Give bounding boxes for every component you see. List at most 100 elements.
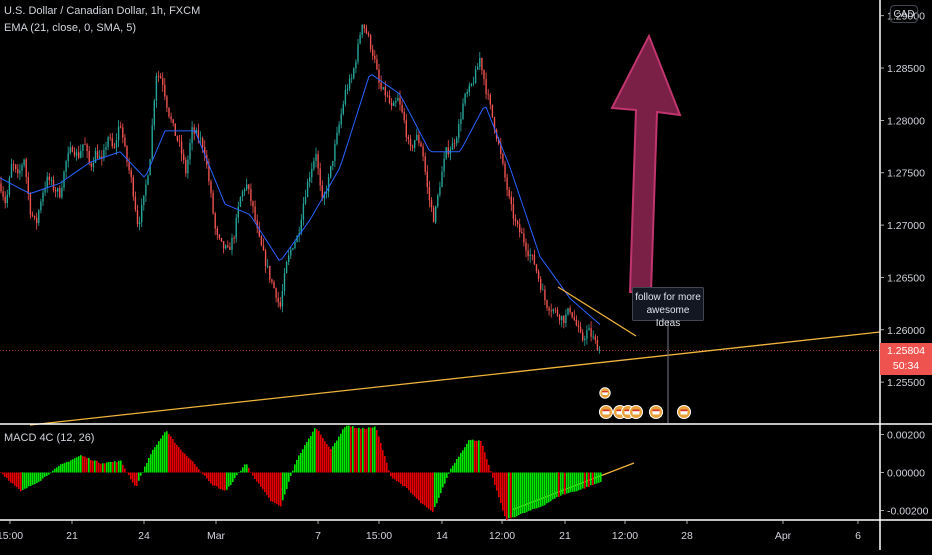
candle-body [596,339,599,351]
macd-bar [42,472,44,479]
macd-tick-label: -0.00200 [887,506,929,518]
macd-bar [370,427,372,473]
macd-bar [220,472,222,490]
resistance-trendline[interactable] [557,286,637,337]
candle-body [588,328,590,331]
candle-body [493,117,496,130]
macd-bar [160,438,162,473]
macd-bar [328,446,330,473]
macd-bar [294,464,296,473]
macd-bar [344,427,346,473]
candle-body [466,92,468,94]
candle-body [558,315,561,321]
candle-body [40,201,42,211]
candle-body [126,146,128,162]
candle-body [48,176,50,181]
macd-bar [390,472,392,477]
annotation-callout[interactable]: follow for more awesome Ideas [632,287,704,329]
candle-body [36,217,38,223]
candle-body [527,250,529,257]
macd-bar [560,472,562,496]
candle-body [189,143,191,160]
candle-body [292,248,294,250]
macd-bar [242,467,244,473]
macd-bar [556,472,558,497]
candle-body [120,126,122,128]
candle-body [361,24,363,35]
candle-body [382,87,384,90]
candle-body [483,70,485,80]
candle-body [195,130,197,134]
candle-body [75,152,78,156]
candle-body [359,34,361,44]
candle-body [214,213,216,229]
macd-bar [452,465,454,473]
macd-bar [228,472,230,487]
symbol-title[interactable]: U.S. Dollar / Canadian Dollar, 1h, FXCM [4,5,201,17]
macd-bar [120,460,122,473]
candle-body [136,209,139,225]
last-price-value: 1.25804 [887,345,925,357]
macd-bar [154,447,156,473]
macd-bar [166,431,168,473]
macd-bar [266,472,268,495]
candle-body [319,168,321,186]
time-tick-label: 21 [559,530,571,542]
macd-bar [504,472,506,517]
macd-bar [6,472,8,479]
candle-body [407,136,410,139]
candle-body [8,177,11,195]
candle-body [288,255,290,263]
candle-body [201,138,204,147]
last-price-tag: 1.25804 50:34 [880,343,932,375]
candle-body [294,242,296,249]
candle-body [275,288,277,298]
macd-bar [554,472,556,499]
macd-bar [238,472,240,473]
candle-body [33,215,36,218]
macd-bar [388,470,390,473]
candle-body [556,309,559,316]
macd-bar [498,472,500,498]
macd-bar [406,472,408,489]
currency-button[interactable]: CAD [890,5,918,23]
candle-body [376,59,378,70]
candle-body [554,309,557,311]
candle-body [416,134,418,141]
candle-body [52,179,55,190]
macd-bar [308,438,310,473]
macd-bar [538,472,540,508]
candle-body [514,218,517,222]
candle-body [544,289,546,301]
macd-bar [184,453,186,473]
candle-body [61,187,63,198]
candle-body [491,104,494,118]
macd-bar [520,472,522,514]
macd-bar [516,472,518,517]
candle-body [531,254,533,256]
macd-bar [414,472,416,497]
candle-body [27,176,29,195]
ema-legend[interactable]: EMA (21, close, 0, SMA, 5) [4,22,137,34]
economic-event-markers[interactable] [599,387,691,419]
candle-body [46,176,48,189]
candle-body [281,291,284,307]
event-flag-stripe [680,409,688,412]
macd-bar [208,472,210,482]
candle-body [432,207,435,223]
candle-body [456,138,458,144]
candle-body [155,76,158,101]
candle-body [59,188,61,198]
macd-legend[interactable]: MACD 4C (12, 26) [4,432,95,444]
candle-body [172,119,174,124]
candle-body [489,94,491,105]
support-trendline[interactable] [29,331,881,426]
candle-body [443,158,445,172]
macd-bar [318,431,320,473]
candle-body [42,192,44,202]
up-arrow-icon[interactable] [610,33,682,293]
macd-bar [416,472,418,499]
macd-bar [408,472,410,491]
